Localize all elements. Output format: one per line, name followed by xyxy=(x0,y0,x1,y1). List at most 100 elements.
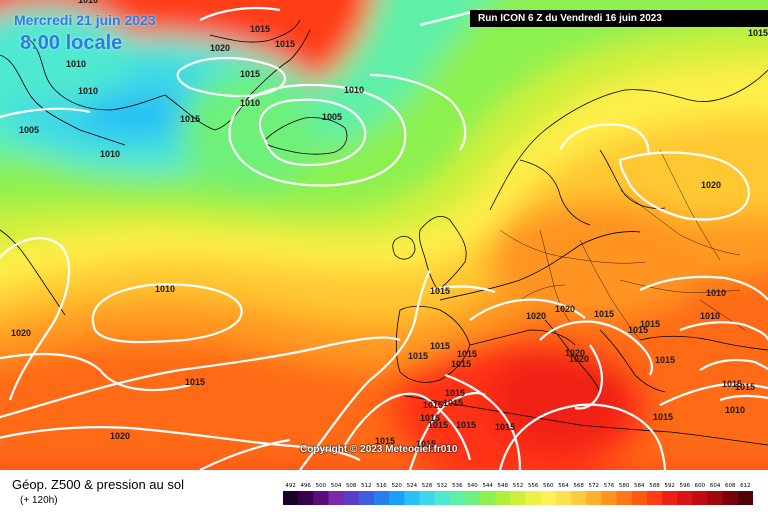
legend-swatch xyxy=(419,491,435,505)
isobar-label-1015-tunisia: 1015 xyxy=(423,400,443,410)
isobar-label-1015-iberia-n: 1015 xyxy=(430,341,450,351)
isobar-label-1015-turkey-e: 1015 xyxy=(735,382,755,392)
forecast-lead-time: (+ 120h) xyxy=(20,495,58,506)
legend-tick-label: 608 xyxy=(725,483,736,489)
isobar-label-1015-balkans-n: 1015 xyxy=(640,319,660,329)
legend-tick-label: 576 xyxy=(604,483,615,489)
isobar-labels: 1010 1015 1020 1010 1015 1015 1010 1010 … xyxy=(11,0,768,449)
legend-swatch xyxy=(586,491,602,505)
legend-swatch xyxy=(313,491,329,505)
isobar-label-1010-iceland-n: 1010 xyxy=(344,85,364,95)
isobar-label-1005-iceland: 1005 xyxy=(322,112,342,122)
legend-tick-label: 612 xyxy=(740,483,751,489)
legend-swatch xyxy=(662,491,678,505)
legend-swatch xyxy=(525,491,542,505)
legend-swatch xyxy=(540,491,557,505)
isobar-label-1010-turkey-s: 1010 xyxy=(725,405,745,415)
isobar-label-1015-france: 1015 xyxy=(430,286,450,296)
legend-swatch xyxy=(389,491,405,505)
legend-swatch xyxy=(480,491,496,505)
borders xyxy=(499,149,746,341)
legend-swatch xyxy=(434,491,451,505)
map-canvas: 1010 1015 1020 1010 1015 1015 1010 1010 … xyxy=(0,0,768,470)
legend-tick-label: 592 xyxy=(664,483,675,489)
legend-tick-label: 588 xyxy=(649,483,660,489)
legend-tick-label: 548 xyxy=(498,483,509,489)
isobar-label-1015-alps-e: 1015 xyxy=(594,309,614,319)
legend-tick-label: 536 xyxy=(452,483,463,489)
isobar-label-1020-italy: 1020 xyxy=(565,348,585,358)
legend-tick-label: 564 xyxy=(558,483,569,489)
legend-tick-label: 556 xyxy=(528,483,539,489)
isobar-label-1015-iberia: 1015 xyxy=(408,351,428,361)
isobar-label-1015-egypt-w: 1015 xyxy=(653,412,673,422)
isobar-label-1020-italy-n: 1020 xyxy=(526,311,546,321)
legend-tick-label: 532 xyxy=(437,483,448,489)
legend-tick-label: 520 xyxy=(391,483,402,489)
legend-swatch xyxy=(510,491,526,505)
isobar-lines xyxy=(0,6,768,470)
isobar-label-1010-labrador: 1010 xyxy=(100,149,120,159)
legend-swatch xyxy=(692,491,708,505)
isobar-label-1020-azores: 1020 xyxy=(110,431,130,441)
isobar-label-1015-algeria: 1015 xyxy=(443,398,463,408)
isobar-label-1010-west: 1010 xyxy=(78,86,98,96)
isobar-label-1015-libya-w: 1015 xyxy=(420,413,440,423)
isobar-label-1015-sahara-n: 1015 xyxy=(456,420,476,430)
isobar-label-1015-balkans: 1015 xyxy=(628,325,648,335)
isobar-label-1020-alps: 1020 xyxy=(555,304,575,314)
legend-swatch xyxy=(374,491,390,505)
isobar-label-1010-greenland-w: 1010 xyxy=(66,59,86,69)
legend-swatch xyxy=(571,491,587,505)
isobar-label-1015-greece: 1015 xyxy=(655,355,675,365)
map-title: Géop. Z500 & pression au sol xyxy=(12,477,184,492)
legend-tick-label: 508 xyxy=(346,483,357,489)
isobar-label-1010-ukraine: 1010 xyxy=(700,311,720,321)
legend-tick-label: 500 xyxy=(316,483,327,489)
isobar-label-1015-iberia-e: 1015 xyxy=(457,349,477,359)
legend-swatch xyxy=(283,491,299,505)
isobar-label-1010-top: 1010 xyxy=(78,0,98,5)
legend-tick-label: 572 xyxy=(589,483,600,489)
legend-swatch xyxy=(631,491,648,505)
legend-swatch xyxy=(707,491,723,505)
legend-swatch xyxy=(449,491,466,505)
legend-swatch xyxy=(343,491,360,505)
legend-tick-label: 584 xyxy=(634,483,645,489)
legend-swatch xyxy=(358,491,375,505)
isobar-label-1005-west: 1005 xyxy=(19,125,39,135)
weather-map: 1010 1015 1020 1010 1015 1015 1010 1010 … xyxy=(0,0,768,470)
isobar-label-1015-morocco: 1015 xyxy=(445,388,465,398)
isobar-label-1015-sahara: 1015 xyxy=(495,422,515,432)
legend-swatch xyxy=(495,491,511,505)
legend-tick-label: 580 xyxy=(619,483,630,489)
isobar-label-1020-greenland: 1020 xyxy=(210,43,230,53)
legend-tick-label: 528 xyxy=(422,483,433,489)
legend-tick-label: 560 xyxy=(543,483,554,489)
legend-swatch xyxy=(737,491,753,505)
isobar-label-1015-greenland-coast: 1015 xyxy=(240,69,260,79)
legend-swatch xyxy=(555,491,572,505)
legend-tick-label: 552 xyxy=(513,483,524,489)
legend-tick-label: 544 xyxy=(482,483,493,489)
isobar-label-1020-italy-s: 1020 xyxy=(569,354,589,364)
isobar-label-1015-north-africa: 1015 xyxy=(428,420,448,430)
legend-tick-label: 516 xyxy=(376,483,387,489)
legend-tick-label: 496 xyxy=(300,483,311,489)
isobar-label-1015-iberia-s: 1015 xyxy=(451,359,471,369)
color-scale-legend: 492 496 500 504 508 512 516 520 524 528 532 536 540 5… xyxy=(283,483,753,505)
forecast-time: 8:00 locale xyxy=(20,32,123,54)
isobar-label-1020-europe-ne: 1020 xyxy=(701,180,721,190)
isobar-label-1015-greenland-s: 1015 xyxy=(180,114,200,124)
model-run-label: Run ICON 6 Z du Vendredi 16 juin 2023 xyxy=(470,10,768,27)
isobar-label-1015-mid-atlantic: 1015 xyxy=(185,377,205,387)
copyright-notice: Copyright © 2023 Meteociel.fr010 xyxy=(300,444,458,455)
legend-tick-label: 492 xyxy=(285,483,296,489)
isobar-label-1015-africa-coast: 1015 xyxy=(375,436,395,446)
legend-tick-label: 604 xyxy=(710,483,721,489)
legend-tick-label: 524 xyxy=(407,483,418,489)
legend-swatch xyxy=(616,491,632,505)
isobar-label-1010-denmark-strait: 1010 xyxy=(240,98,260,108)
legend-tick-label: 596 xyxy=(680,483,691,489)
legend-swatch xyxy=(464,491,481,505)
